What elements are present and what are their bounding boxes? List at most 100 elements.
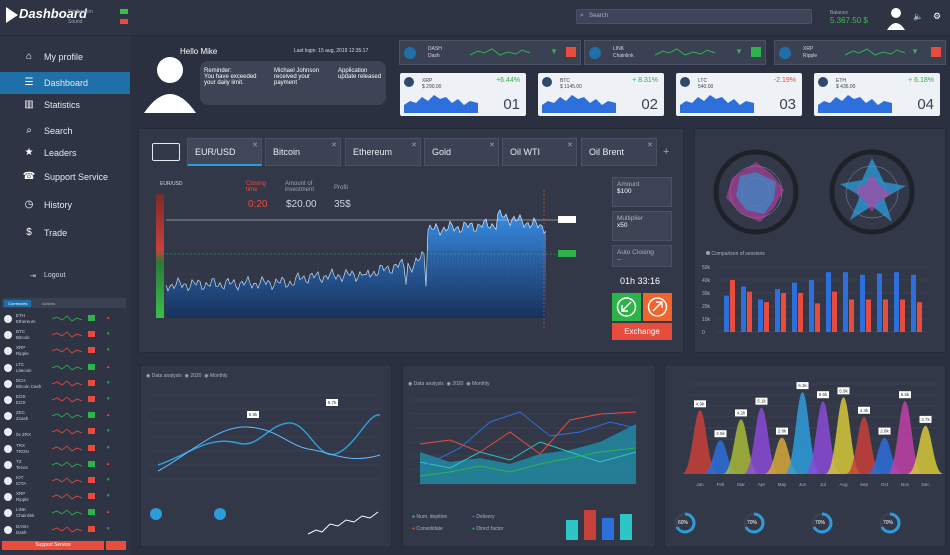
bar (781, 293, 786, 332)
price-card-ltc[interactable]: LTC 540.00 -2.19% 03 (676, 73, 802, 116)
sidebar-item-my-profile[interactable]: ⌂ My profile (0, 46, 130, 68)
close-icon[interactable]: ✕ (252, 142, 258, 149)
exchange-button[interactable]: Exchange (612, 323, 672, 340)
sidebar-item-leaders[interactable]: ★ Leaders (0, 142, 130, 164)
payment-notice[interactable]: Michael Johnson received your payment (274, 68, 320, 86)
reminder-text: You have exceeded your daily limit. (204, 74, 257, 86)
coin-row[interactable]: BCH Bitcoin Cash ▼ (2, 377, 126, 392)
add-tab-button[interactable]: + (663, 146, 670, 158)
sidebar-item-statistics[interactable]: ▥ Statistics (0, 94, 130, 116)
coin-row[interactable]: 0x ZRX ▼ (2, 425, 126, 440)
sidebar-item-support-service[interactable]: ☎ Support Service (0, 166, 130, 188)
logout-button[interactable]: ⇥ Logout (30, 272, 65, 280)
flag-icon (88, 396, 95, 402)
card-area-chart (404, 95, 478, 113)
sidebar-item-label: Leaders (44, 148, 77, 158)
coin-sparkline (51, 396, 83, 403)
coin-row[interactable]: BTC Bitcoin ▼ (2, 328, 126, 343)
coin-row[interactable]: TZ Tezos ▲ (2, 458, 126, 473)
coin-row[interactable]: XRP Ripple ▼ (2, 344, 126, 359)
ticker-dash[interactable]: DASH Dash ▼ (399, 40, 581, 65)
coin-row[interactable]: DASH Dash ▼ (2, 523, 126, 538)
profile-avatar-icon[interactable] (144, 53, 196, 113)
ticker-xrp[interactable]: XRP Ripple ▼ (774, 40, 946, 65)
coin-row[interactable]: LINK Chainlink ▲ (2, 506, 126, 521)
multiplier-field[interactable]: Multiplier x50 (612, 211, 672, 241)
coin-sparkline (51, 412, 83, 419)
card-area-chart (818, 95, 892, 113)
check-icon (88, 363, 95, 370)
coin-row[interactable]: IOT IOTA ▼ (2, 474, 126, 489)
tab-eur-usd[interactable]: EUR/USD ✕ (187, 138, 262, 166)
sidebar-item-search[interactable]: ⌕ Search (0, 120, 130, 142)
ticker-link[interactable]: LINK Chainlink ▼ (584, 40, 766, 65)
bar (911, 274, 916, 332)
arrow-up-right-icon (647, 297, 668, 317)
coin-row[interactable]: XRP Ripple ▼ (2, 490, 126, 505)
search-input[interactable]: ⌕ Search (576, 9, 812, 24)
amount-field[interactable]: Amount $100 (612, 177, 672, 207)
reminder-notice[interactable]: Reminder: You have exceeded your daily li… (204, 68, 264, 86)
close-icon[interactable]: ✕ (489, 142, 495, 149)
data-label: 2.8k (880, 429, 889, 434)
sidebar-item-history[interactable]: ◷ History (0, 194, 130, 216)
triangle-down-icon: ▼ (106, 477, 111, 482)
trend-up-icon: ▼ (911, 47, 919, 56)
notifications-toggle[interactable] (120, 9, 128, 14)
card-symbol: XRP (422, 78, 433, 84)
buy-down-button[interactable] (612, 293, 641, 321)
coin-icon (4, 331, 12, 340)
tab-oil-brent[interactable]: Oil Brent ✕ (581, 138, 657, 166)
close-icon[interactable]: ✕ (331, 142, 337, 149)
close-icon[interactable]: ✕ (411, 142, 417, 149)
tab-oil-wti[interactable]: Oil WTI ✕ (502, 138, 577, 166)
close-icon[interactable]: ✕ (567, 142, 573, 149)
tab-actions[interactable]: Actions (42, 301, 56, 306)
volume-icon[interactable]: 🔈 (913, 12, 923, 21)
tab-label: Ethereum (353, 147, 393, 157)
ticker-sparkline (654, 48, 716, 56)
data-label: 6.3k (798, 383, 807, 388)
app-logo[interactable]: Dashboard (6, 6, 87, 23)
bar (730, 280, 735, 332)
buy-up-button[interactable] (643, 293, 672, 321)
chat-toggle-icon[interactable] (106, 541, 126, 550)
coin-icon (4, 493, 12, 502)
support-icon: ☎ (22, 171, 36, 182)
coin-name: Zcash (16, 416, 29, 422)
price-card-btc[interactable]: BTC $ 1145.00 + 8.31% 02 (538, 73, 664, 116)
coin-icon (4, 477, 12, 485)
bar (798, 293, 803, 332)
layout-toggle-icon[interactable] (152, 143, 180, 161)
flag-icon (566, 47, 576, 57)
coin-symbol: IOT (16, 475, 24, 480)
tab-bitcoin[interactable]: Bitcoin ✕ (265, 138, 341, 166)
sidebar-item-trade[interactable]: $ Trade (0, 222, 130, 244)
tab-ethereum[interactable]: Ethereum ✕ (345, 138, 421, 166)
coin-row[interactable]: TRX TRON ▼ (2, 442, 126, 457)
balance-value: 5.367.50 $ (830, 16, 868, 25)
coin-row[interactable]: EOS EOS ▼ (2, 393, 126, 408)
coin-row[interactable]: LTC Litecoin ▲ (2, 361, 126, 376)
notifications-label: Notification (68, 9, 93, 15)
bar (877, 273, 882, 332)
auto-closing-field[interactable]: Auto Closing -- (612, 245, 672, 267)
list-icon: ☰ (24, 77, 34, 88)
update-notice[interactable]: Application update released (338, 68, 382, 80)
tab-gold[interactable]: Gold ✕ (424, 138, 499, 166)
price-chart[interactable] (165, 190, 576, 340)
price-card-xrp[interactable]: XRP $ 290.00 +6.44% 01 (400, 73, 526, 116)
coin-row[interactable]: ETH Ethereum ▲ (2, 312, 126, 327)
price-card-eth[interactable]: ETH $ 436.00 + 6.18% 04 (814, 73, 940, 116)
y-tick: 0 (702, 330, 705, 336)
close-icon[interactable]: ✕ (647, 142, 653, 149)
coin-symbol: XRP (16, 491, 26, 497)
sidebar-item-dashboard[interactable]: ☰ Dashboard (0, 72, 130, 94)
settings-icon[interactable]: ⚙ (933, 11, 942, 21)
coin-row[interactable]: ZEC Zcash ▲ (2, 409, 126, 424)
tab-currencies[interactable]: Currencies (4, 300, 32, 307)
user-avatar-icon[interactable] (886, 6, 906, 30)
support-service-button[interactable]: Support Service (2, 541, 104, 550)
sound-toggle[interactable] (120, 19, 128, 24)
ring-value: 70% (815, 520, 826, 526)
